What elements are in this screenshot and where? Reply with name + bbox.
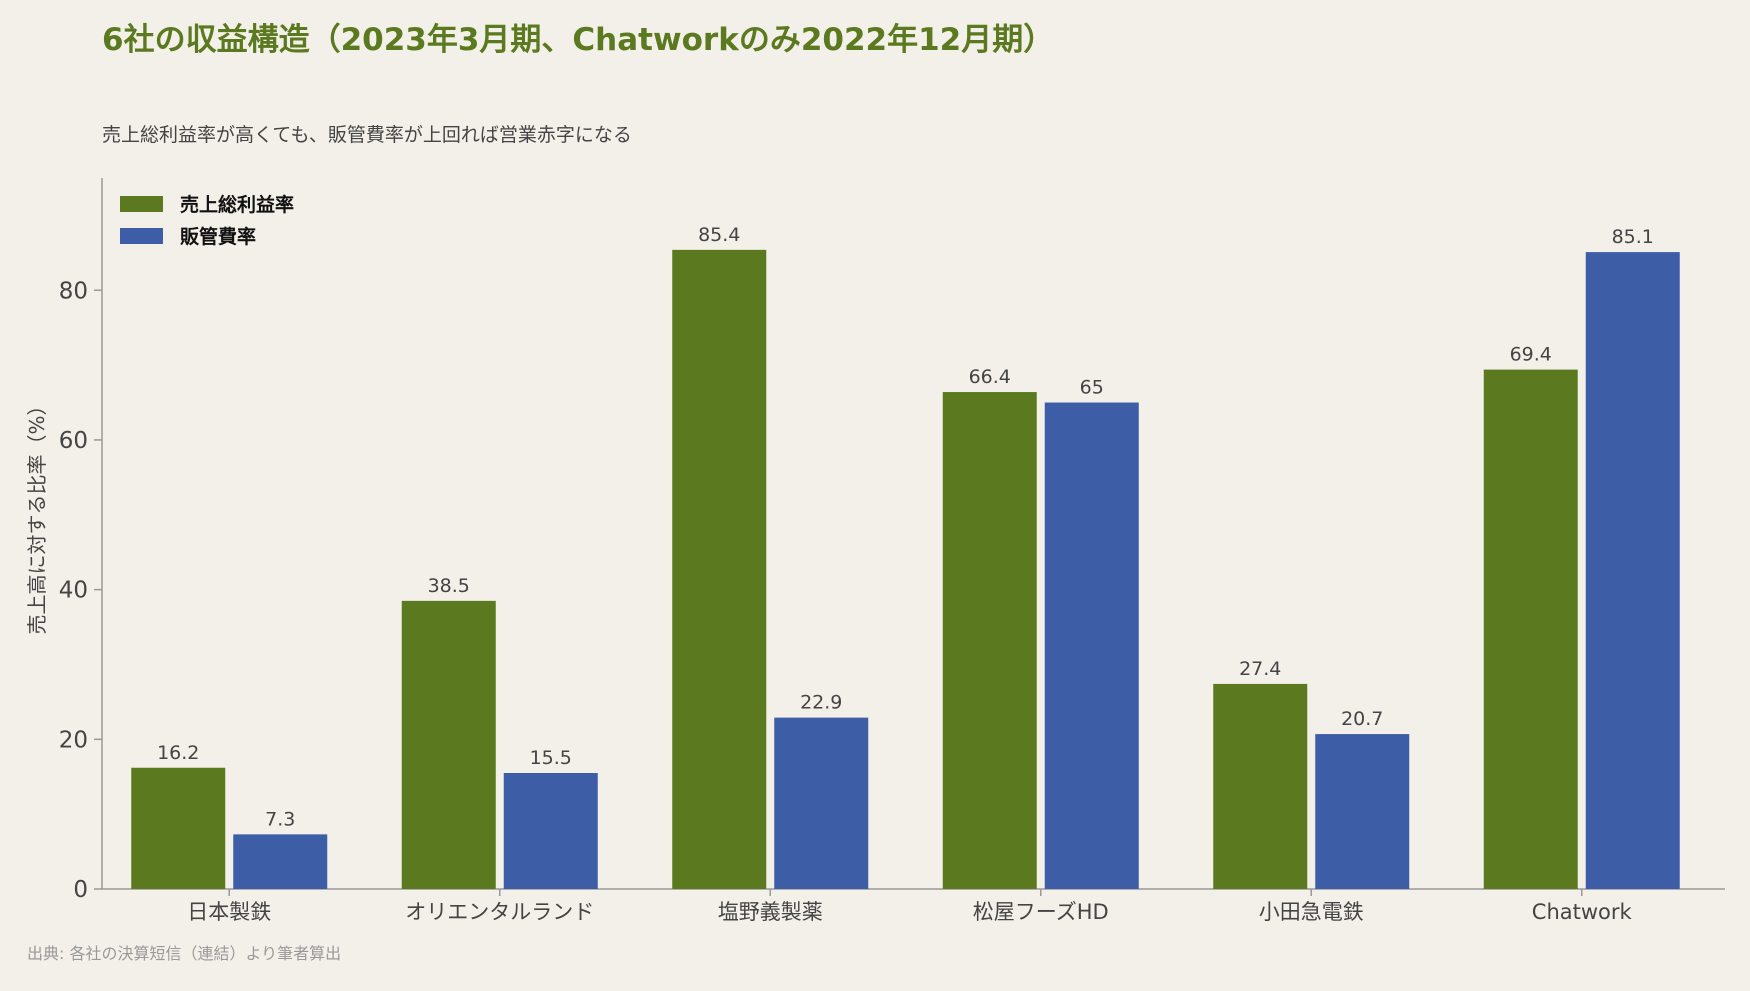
bar-value-label: 16.2 <box>157 742 199 764</box>
bar <box>672 249 767 890</box>
bar-value-label: 66.4 <box>969 366 1011 388</box>
x-tick-label: 松屋フーズHD <box>973 900 1109 924</box>
bar-value-label: 7.3 <box>265 808 295 830</box>
x-tick-label: オリエンタルランド <box>405 900 594 924</box>
bar <box>233 834 328 889</box>
bar-value-label: 22.9 <box>800 692 842 714</box>
bar <box>942 392 1037 889</box>
x-tick-label: 小田急電鉄 <box>1259 900 1364 924</box>
bar <box>1483 369 1578 889</box>
bar <box>401 600 496 889</box>
y-tick-label: 20 <box>59 727 88 753</box>
legend-label: 売上総利益率 <box>180 193 294 216</box>
plot-area: 0 20 40 60 80 16.2 7.3 日本製鉄 38.5 15.5 オリエンタルランド 85.… <box>59 178 1725 924</box>
chart-title: 6社の収益構造（2023年3月期、Chatworkのみ2022年12月期） <box>102 22 1054 58</box>
x-tick-label: 日本製鉄 <box>187 900 271 924</box>
bar <box>503 772 598 889</box>
legend-label: 販管費率 <box>180 225 256 248</box>
y-axis-label: 売上高に対する比率（%） <box>25 395 49 634</box>
bar-value-label: 85.4 <box>698 224 740 246</box>
legend-swatch <box>120 228 163 244</box>
bar-value-label: 27.4 <box>1239 658 1281 680</box>
x-tick-label: 塩野義製薬 <box>718 900 823 924</box>
source-note: 出典: 各社の決算短信（連結）より筆者算出 <box>27 944 341 963</box>
bar <box>1044 402 1139 889</box>
bar <box>1213 683 1308 889</box>
bar-value-label: 20.7 <box>1341 708 1383 730</box>
y-tick-label: 0 <box>73 877 88 903</box>
chart-subtitle: 売上総利益率が高くても、販管費率が上回れば営業赤字になる <box>102 124 632 146</box>
y-tick-label: 60 <box>59 428 88 454</box>
legend-swatch <box>120 196 163 212</box>
bar-value-label: 38.5 <box>428 575 470 597</box>
x-tick-label: Chatwork <box>1532 900 1633 924</box>
bar-value-label: 69.4 <box>1510 344 1552 366</box>
bar-value-label: 65 <box>1080 377 1104 399</box>
y-tick-label: 40 <box>59 578 88 604</box>
y-tick-label: 80 <box>59 278 88 304</box>
bar-value-label: 15.5 <box>530 747 572 769</box>
bar <box>1585 252 1680 889</box>
bar <box>131 767 226 889</box>
bar-value-label: 85.1 <box>1612 226 1654 248</box>
bar <box>1315 734 1410 889</box>
bar <box>774 717 869 889</box>
